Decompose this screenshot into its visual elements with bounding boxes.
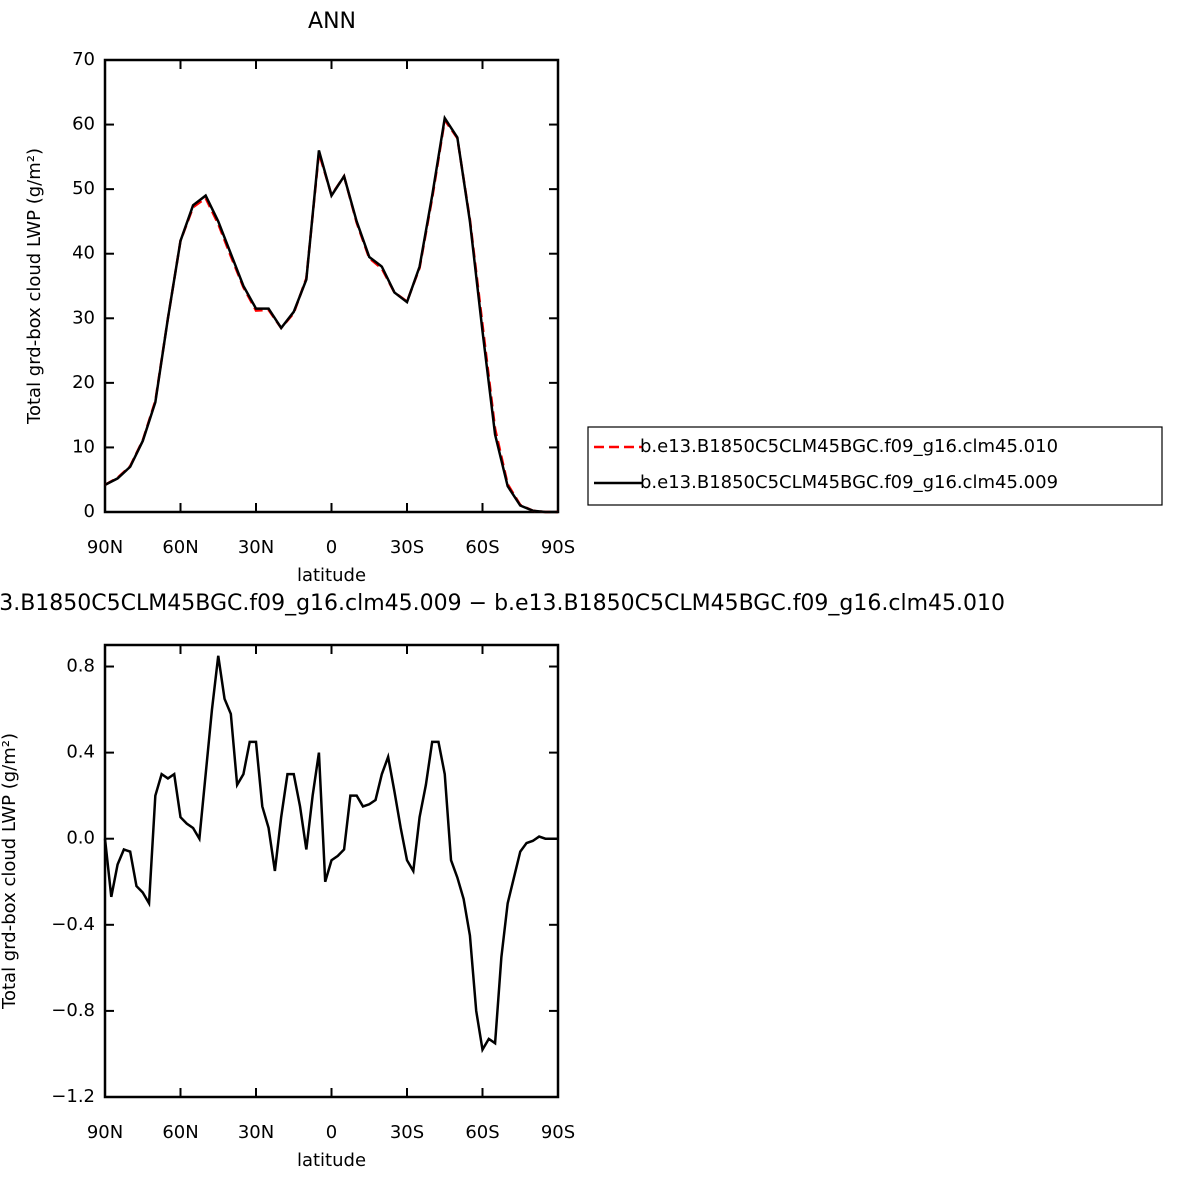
y-tick-label: 10 [72, 436, 95, 457]
x-tick-label: 90N [87, 1122, 123, 1143]
y-tick-label: 0 [84, 501, 95, 522]
y-tick-label: 0.4 [66, 742, 95, 763]
series-line [103, 655, 558, 1054]
y-tick-label: 50 [72, 178, 95, 199]
x-axis-label: latitude [297, 565, 366, 586]
y-tick-label: 70 [72, 49, 95, 70]
legend-box [587, 426, 1163, 506]
x-tick-label: 30S [390, 1122, 424, 1143]
x-tick-label: 0 [326, 537, 337, 558]
y-tick-label: 60 [72, 114, 95, 135]
x-tick-label: 30S [390, 537, 424, 558]
x-tick-label: 90N [87, 537, 123, 558]
y-axis-label: Total grd-box cloud LWP (g/m²) [0, 733, 20, 1010]
y-tick-label: 0.0 [66, 828, 95, 849]
plot-frame [103, 643, 560, 1099]
y-tick-label: −0.8 [51, 1000, 95, 1021]
x-tick-label: 0 [326, 1122, 337, 1143]
x-tick-label: 60S [465, 537, 499, 558]
x-tick-label: 90S [541, 537, 575, 558]
y-tick-label: 0.8 [66, 656, 95, 677]
x-tick-label: 60N [162, 1122, 198, 1143]
y-tick-label: −0.4 [51, 914, 95, 935]
y-tick-label: 20 [72, 372, 95, 393]
series-line [104, 114, 558, 514]
legend-label: b.e13.B1850C5CLM45BGC.f09_g16.clm45.010 [640, 436, 1058, 457]
chart-title: ANN [308, 9, 356, 34]
legend-label: b.e13.B1850C5CLM45BGC.f09_g16.clm45.009 [640, 472, 1058, 493]
y-axis-label: Total grd-box cloud LWP (g/m²) [24, 148, 45, 425]
x-tick-label: 60N [162, 537, 198, 558]
x-tick-label: 30N [238, 537, 274, 558]
chart-title: b.e13.B1850C5CLM45BGC.f09_g16.clm45.009 … [0, 591, 1005, 616]
series-line [104, 116, 558, 514]
x-axis-label: latitude [297, 1150, 366, 1171]
y-tick-label: −1.2 [51, 1086, 95, 1107]
y-tick-label: 40 [72, 243, 95, 264]
x-tick-label: 30N [238, 1122, 274, 1143]
x-tick-label: 90S [541, 1122, 575, 1143]
x-tick-label: 60S [465, 1122, 499, 1143]
y-tick-label: 30 [72, 307, 95, 328]
